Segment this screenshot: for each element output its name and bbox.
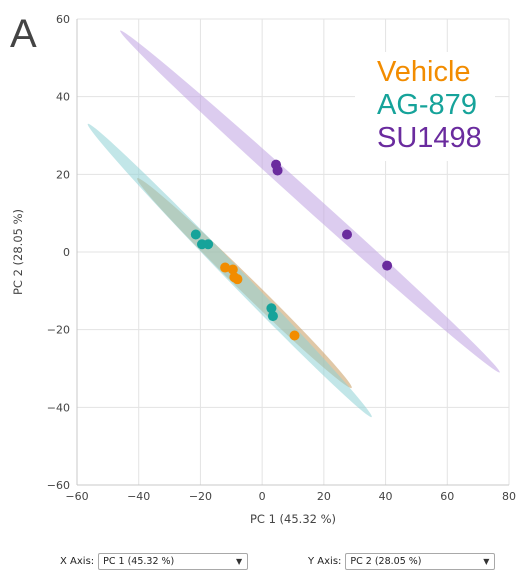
y-tick-label: 20: [56, 168, 70, 181]
x-tick-label: 80: [502, 490, 516, 503]
y-axis-control: Y Axis: PC 2 (28.05 %) ▼: [308, 553, 496, 570]
data-point-ag-879: [203, 239, 214, 250]
axes: −60 −40 −20 0 20 40 60 80 −60 −40 −20 0 20 40 60 PC 1 (…: [11, 13, 516, 526]
x-axis-title: PC 1 (45.32 %): [250, 512, 336, 526]
x-axis-select-value: PC 1 (45.32 %): [103, 556, 175, 567]
panel-label: A: [10, 12, 37, 56]
x-tick-label: −60: [65, 490, 88, 503]
data-point-vehicle: [227, 264, 238, 275]
data-point-vehicle: [220, 262, 231, 273]
y-axis-select[interactable]: PC 2 (28.05 %) ▼: [345, 553, 496, 570]
data-points: [190, 159, 393, 341]
x-axis-select[interactable]: PC 1 (45.32 %) ▼: [98, 553, 249, 570]
legend-item-vehicle: Vehicle: [377, 56, 471, 88]
data-point-su1498: [342, 229, 352, 240]
legend: Vehicle AG-879 SU1498: [355, 52, 495, 161]
data-point-vehicle: [289, 330, 300, 341]
y-axis-select-value: PC 2 (28.05 %): [350, 556, 422, 567]
confidence-ellipse-su1498: [120, 30, 500, 373]
legend-item-ag-879: AG-879: [377, 89, 477, 121]
y-tick-label: −40: [47, 401, 70, 414]
data-point-vehicle: [232, 274, 243, 285]
data-point-ag-879: [190, 229, 201, 240]
data-point-su1498: [272, 165, 283, 176]
y-tick-label: −60: [47, 479, 70, 492]
axis-controls: X Axis: PC 1 (45.32 %) ▼ Y Axis: PC 2 (2…: [0, 553, 520, 573]
chevron-down-icon: ▼: [236, 557, 243, 566]
x-axis-control: X Axis: PC 1 (45.32 %) ▼: [60, 553, 249, 570]
x-tick-label: −20: [189, 490, 212, 503]
data-point-ag-879: [267, 311, 278, 322]
chevron-down-icon: ▼: [483, 557, 490, 566]
y-tick-label: 60: [56, 13, 70, 26]
legend-item-su1498: SU1498: [377, 122, 482, 154]
y-axis-title: PC 2 (28.05 %): [11, 209, 25, 295]
x-tick-label: 0: [259, 490, 266, 503]
data-point-ag-879: [266, 303, 277, 314]
y-tick-label: 40: [56, 91, 70, 104]
x-tick-label: 40: [379, 490, 393, 503]
y-tick-label: −20: [47, 324, 70, 337]
x-axis-select-label: X Axis:: [60, 556, 95, 567]
x-tick-label: −40: [127, 490, 150, 503]
x-tick-label: 20: [317, 490, 331, 503]
data-point-su1498: [382, 260, 393, 271]
x-tick-label: 60: [440, 490, 454, 503]
y-tick-label: 0: [63, 246, 70, 259]
y-axis-select-label: Y Axis:: [308, 556, 342, 567]
